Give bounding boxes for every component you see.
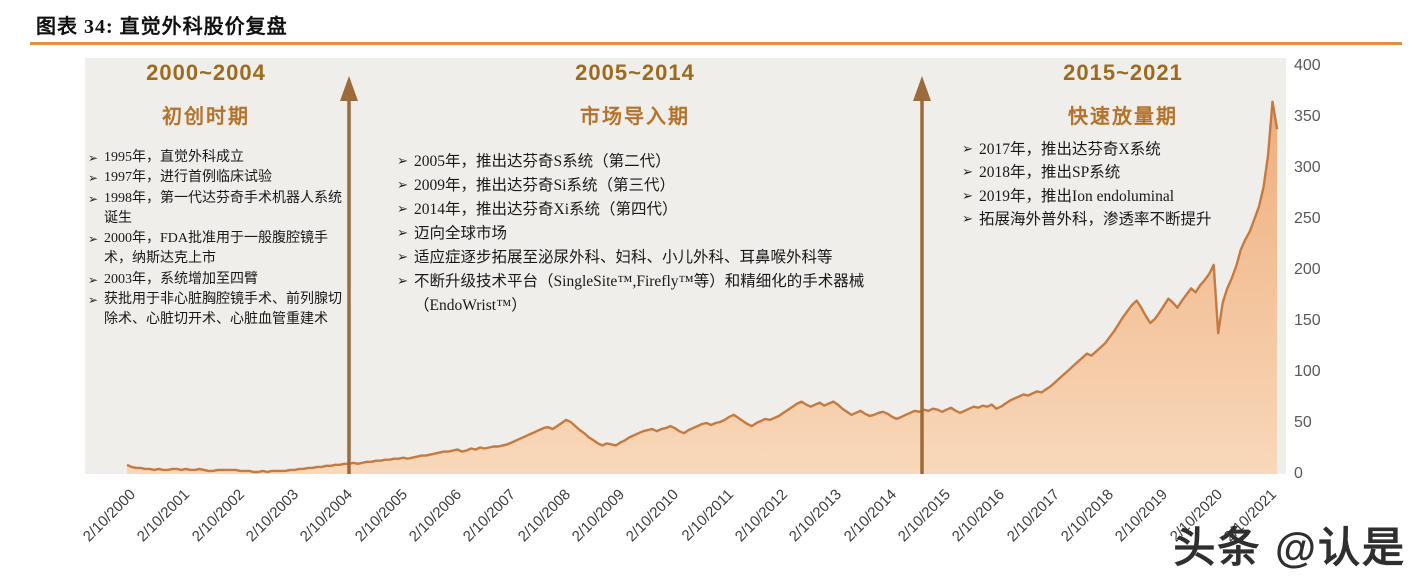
timeline-item-text: 不断升级技术平台（SingleSite™,Firefly™等）和精细化的手术器械… [414, 273, 865, 315]
timeline-item: ➢ 获批用于非心脏胸腔镜手术、前列腺切除术、心脏切开术、心脏血管重建术 [88, 290, 342, 331]
timeline-item-text: 迈向全球市场 [414, 225, 508, 243]
timeline-item: ➢ 2017年，推出达芬奇X系统 [962, 138, 1276, 161]
period-3-range: 2015~2021 [1063, 60, 1183, 85]
timeline-item-text: 适应症逐步拓展至泌尿外科、妇科、小儿外科、耳鼻喉外科等 [414, 249, 833, 267]
timeline-item: ➢ 2000年，FDA批准用于一般腹腔镜手术，纳斯达克上市 [88, 229, 342, 270]
period-divider-arrow-1 [340, 76, 358, 474]
price-area [127, 101, 1278, 474]
timeline-item-text: 2000年，FDA批准用于一般腹腔镜手术，纳斯达克上市 [103, 231, 328, 267]
timeline-item-text: 2014年，推出达芬奇Xi系统（第四代） [414, 201, 678, 219]
bullet-icon: ➢ [88, 191, 98, 206]
y-axis-label: 400 [1294, 57, 1321, 74]
y-axis-label: 100 [1294, 363, 1321, 380]
timeline-item-text: 1995年，直觉外科成立 [103, 150, 244, 165]
bullet-icon: ➢ [397, 154, 409, 169]
bullet-icon: ➢ [397, 202, 409, 218]
bullet-icon: ➢ [962, 142, 974, 157]
y-axis-label: 350 [1294, 108, 1321, 125]
period-3-name: 快速放量期 [1068, 106, 1178, 128]
period-2-range: 2005~2014 [575, 60, 695, 85]
timeline-item-text: 2003年，系统增加至四臂 [103, 271, 258, 287]
price-line [126, 100, 1279, 474]
timeline-item: ➢ 2018年，推出SP系统 [962, 161, 1276, 184]
y-axis-label: 0 [1294, 465, 1303, 482]
timeline-item: ➢ 适应症逐步拓展至泌尿外科、妇科、小儿外科、耳鼻喉外科等 [397, 246, 905, 270]
bullet-icon: ➢ [397, 250, 409, 266]
bullet-icon: ➢ [88, 151, 98, 165]
timeline-item: ➢ 2014年，推出达芬奇Xi系统（第四代） [397, 198, 905, 222]
period-1-name: 初创时期 [162, 106, 250, 128]
timeline-item-text: 1998年，第一代达芬奇手术机器人系统诞生 [103, 190, 342, 226]
timeline-item-text: 2009年，推出达芬奇Si系统（第三代） [414, 177, 675, 195]
bullet-icon: ➢ [397, 226, 409, 242]
timeline-item-text: 获批用于非心脏胸腔镜手术、前列腺切除术、心脏切开术、心脏血管重建术 [103, 292, 342, 328]
y-axis-label: 250 [1294, 210, 1321, 227]
y-axis-label: 150 [1294, 312, 1321, 329]
bullet-icon: ➢ [88, 232, 98, 247]
period-2-timeline-list: ➢ 2005年，推出达芬奇S系统（第二代） ➢ 2009年，推出达芬奇Si系统（第三代… [397, 150, 905, 318]
period-1-range: 2000~2004 [146, 60, 266, 85]
bullet-icon: ➢ [88, 293, 98, 308]
watermark: 头条 @认是 [1173, 524, 1406, 571]
timeline-item: ➢ 1995年，直觉外科成立 [88, 148, 342, 168]
period-1-timeline-list: ➢ 1995年，直觉外科成立 ➢ 1997年，进行首例临床试验 ➢ 1998年，第一代达芬… [88, 148, 342, 331]
period-2-name: 市场导入期 [580, 106, 690, 128]
bullet-icon: ➢ [962, 211, 974, 227]
timeline-item-text: 拓展海外普外科，渗透率不断提升 [979, 210, 1212, 228]
period-3-timeline-list: ➢ 2017年，推出达芬奇X系统 ➢ 2018年，推出SP系统 ➢ 2019年，推出Ion… [962, 138, 1276, 231]
figure-title: 图表 34: 直觉外科股价复盘 [36, 16, 288, 38]
timeline-item: ➢ 1998年，第一代达芬奇手术机器人系统诞生 [88, 189, 342, 230]
timeline-item: ➢ 不断升级技术平台（SingleSite™,Firefly™等）和精细化的手术器… [397, 270, 905, 318]
bullet-icon: ➢ [962, 188, 974, 204]
bullet-icon: ➢ [397, 274, 409, 290]
timeline-item-text: 2019年，推出Ion endoluminal [979, 187, 1175, 205]
timeline-item: ➢ 2005年，推出达芬奇S系统（第二代） [397, 150, 905, 174]
timeline-item: ➢ 拓展海外普外科，渗透率不断提升 [962, 208, 1276, 231]
timeline-item-text: 2018年，推出SP系统 [979, 164, 1121, 182]
timeline-item: ➢ 2003年，系统增加至四臂 [88, 270, 342, 290]
timeline-item: ➢ 1997年，进行首例临床试验 [88, 168, 342, 188]
timeline-item-text: 2005年，推出达芬奇S系统（第二代） [414, 153, 671, 170]
timeline-item: ➢ 2019年，推出Ion endoluminal [962, 185, 1276, 208]
title-underline [30, 42, 1402, 45]
period-divider-arrow-2 [913, 76, 931, 474]
timeline-item: ➢ 迈向全球市场 [397, 222, 905, 246]
y-axis-label: 200 [1294, 261, 1321, 278]
timeline-item-text: 2017年，推出达芬奇X系统 [979, 141, 1161, 158]
timeline-item: ➢ 2009年，推出达芬奇Si系统（第三代） [397, 174, 905, 198]
y-axis-label: 50 [1294, 414, 1312, 431]
bullet-icon: ➢ [397, 178, 409, 194]
timeline-item-text: 1997年，进行首例临床试验 [103, 170, 272, 186]
bullet-icon: ➢ [962, 165, 974, 181]
y-axis-label: 300 [1294, 159, 1321, 176]
bullet-icon: ➢ [88, 272, 98, 287]
bullet-icon: ➢ [88, 171, 98, 186]
